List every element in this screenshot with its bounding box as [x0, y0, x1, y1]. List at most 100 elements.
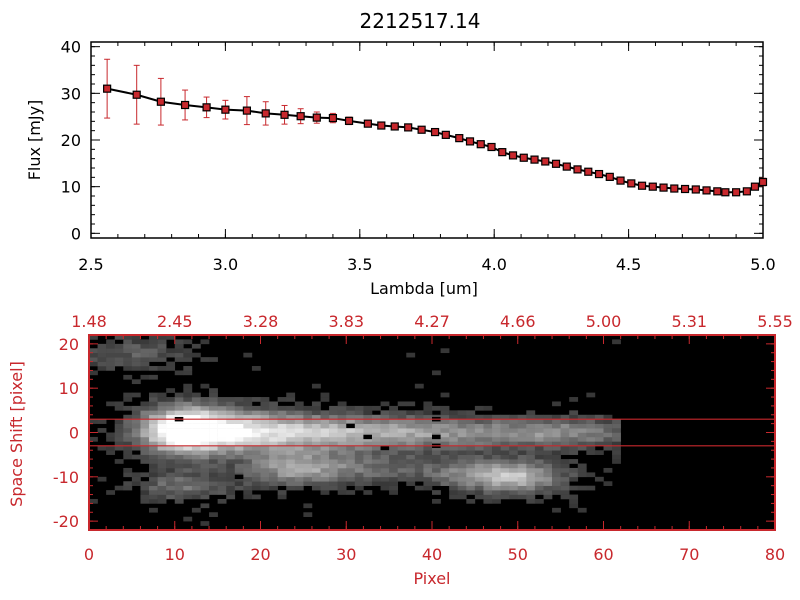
- image-pixel: [612, 432, 621, 438]
- image-pixel: [226, 441, 236, 447]
- image-pixel: [449, 428, 459, 433]
- image-pixel: [174, 432, 184, 438]
- image-pixel: [466, 485, 476, 491]
- image-pixel: [457, 467, 467, 473]
- image-pixel: [389, 419, 398, 424]
- image-pixel: [166, 361, 176, 367]
- image-pixel: [517, 472, 527, 478]
- image-pixel: [371, 450, 381, 455]
- image-pixel: [149, 432, 158, 438]
- image-pixel: [114, 348, 124, 354]
- image-pixel: [449, 441, 459, 447]
- image-pixel: [354, 428, 364, 433]
- image-pixel: [337, 490, 347, 495]
- image-pixel: [243, 410, 253, 416]
- image-pixel: [534, 436, 544, 442]
- image-pixel: [311, 432, 321, 438]
- flux-data-point: [713, 187, 722, 196]
- image-pixel: [457, 485, 467, 491]
- image-pixel: [500, 419, 510, 424]
- image-pixel: [183, 423, 193, 429]
- image-pixel: [157, 348, 167, 354]
- image-pixel: [320, 441, 330, 447]
- image-pixel: [457, 414, 467, 420]
- image-pixel: [423, 432, 433, 438]
- image-pixel: [183, 463, 193, 469]
- image-pixel: [157, 445, 167, 451]
- image-pixel: [612, 445, 621, 451]
- image-pixel: [209, 454, 218, 460]
- image-pixel: [303, 405, 313, 411]
- image-pixel: [320, 392, 330, 398]
- image-pixel: [243, 423, 253, 429]
- image-pixel: [371, 414, 381, 420]
- image-pixel: [380, 472, 390, 478]
- image-pixel: [311, 414, 321, 420]
- image-pixel: [500, 445, 510, 451]
- image-pixel: [337, 467, 347, 473]
- image-pixel: [157, 485, 167, 491]
- image-pixel: [174, 498, 184, 504]
- bottom-x-tick-label: 40: [422, 545, 442, 564]
- image-pixel: [149, 441, 158, 447]
- image-pixel: [89, 361, 98, 367]
- image-pixel: [174, 445, 184, 451]
- image-pixel: [200, 503, 210, 509]
- image-pixel: [380, 432, 390, 438]
- image-pixel: [406, 472, 416, 478]
- image-pixel: [500, 441, 510, 447]
- image-pixel: [174, 410, 184, 416]
- image-pixel: [594, 450, 604, 455]
- image-pixel: [303, 419, 313, 424]
- image-pixel: [114, 401, 124, 407]
- image-pixel: [526, 414, 536, 420]
- image-pixel: [492, 476, 501, 482]
- image-pixel: [294, 401, 304, 407]
- image-pixel: [269, 401, 278, 407]
- image-pixel: [131, 419, 141, 424]
- image-pixel: [311, 401, 321, 407]
- image-pixel: [149, 335, 158, 340]
- image-pixel: [534, 445, 544, 451]
- image-pixel: [346, 454, 356, 460]
- image-pixel: [380, 476, 390, 482]
- image-pixel: [380, 441, 390, 447]
- image-pixel: [397, 450, 407, 455]
- image-pixel: [131, 379, 141, 385]
- image-pixel: [517, 490, 527, 495]
- image-pixel: [594, 476, 604, 482]
- image-pixel: [234, 459, 244, 464]
- image-pixel: [492, 436, 501, 442]
- image-pixel: [320, 428, 330, 433]
- image-pixel: [354, 472, 364, 478]
- image-pixel: [114, 423, 124, 429]
- image-pixel: [217, 454, 227, 460]
- image-pixel: [337, 414, 347, 420]
- image-pixel: [483, 490, 493, 495]
- image-pixel: [269, 481, 278, 486]
- image-pixel: [569, 450, 579, 455]
- image-pixel: [149, 485, 158, 491]
- image-pixel: [363, 436, 373, 442]
- image-pixel: [397, 419, 407, 424]
- image-pixel: [329, 476, 338, 482]
- image-pixel: [157, 414, 167, 420]
- image-pixel: [277, 467, 287, 473]
- image-pixel: [106, 361, 116, 367]
- image-pixel: [380, 414, 390, 420]
- image-pixel: [286, 428, 296, 433]
- image-pixel: [337, 419, 347, 424]
- image-pixel: [594, 428, 604, 433]
- image-pixel: [560, 423, 570, 429]
- image-pixel: [603, 467, 613, 473]
- image-pixel: [97, 366, 107, 371]
- image-pixel: [166, 445, 176, 451]
- image-pixel: [543, 423, 553, 429]
- image-pixel: [166, 397, 176, 402]
- image-pixel: [569, 445, 579, 451]
- flux-data-point: [758, 177, 768, 187]
- image-pixel: [329, 450, 338, 455]
- image-pixel: [217, 432, 227, 438]
- image-pixel: [509, 463, 519, 469]
- image-pixel: [286, 467, 296, 473]
